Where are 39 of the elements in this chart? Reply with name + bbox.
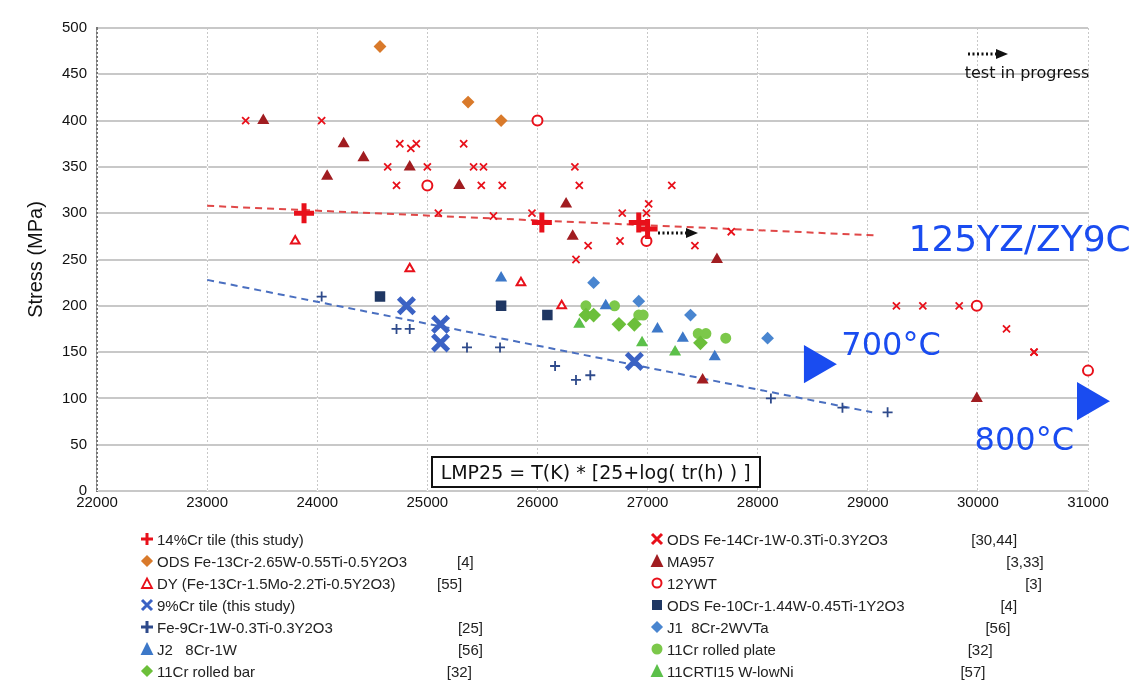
y-tick-label: 250 <box>62 249 88 267</box>
y-tick-label: 150 <box>62 342 88 360</box>
legend-label: ODS Fe-10Cr-1.44W-0.45Ti-1Y2O3 [4] <box>667 596 1018 614</box>
legend-label: J2 8Cr-1W [56] <box>157 640 483 658</box>
annotation: 125YZ/ZY9C <box>908 217 1131 259</box>
legend-label: Fe-9Cr-1W-0.3Ti-0.3Y2O3 [25] <box>157 618 483 636</box>
y-tick-label: 300 <box>62 203 88 221</box>
y-tick-label: 500 <box>62 18 88 36</box>
y-tick-label: 400 <box>62 110 88 128</box>
x-tick-label: 27000 <box>626 493 669 511</box>
y-tick-label: 50 <box>70 434 88 452</box>
legend-label: MA957 [3,33] <box>667 552 1044 570</box>
annotation: 700°C <box>841 325 941 364</box>
y-tick-label: 200 <box>62 295 88 313</box>
x-tick-label: 29000 <box>846 493 889 511</box>
legend-label: 11CRTI15 W-lowNi [57] <box>667 662 986 680</box>
y-tick-label: 100 <box>62 388 88 406</box>
y-tick-label: 450 <box>62 64 88 82</box>
x-tick-label: 23000 <box>186 493 228 511</box>
legend-label: 9%Cr tile (this study) <box>157 596 296 614</box>
legend-label: 12YWT [3] <box>667 574 1042 592</box>
annotation: test in progress <box>964 62 1090 82</box>
x-tick-label: 30000 <box>957 493 999 511</box>
y-axis-title: Stress (MPa) <box>23 201 46 318</box>
legend-label: ODS Fe-14Cr-1W-0.3Ti-0.3Y2O3 [30,44] <box>667 530 1018 548</box>
x-tick-label: 25000 <box>406 493 449 511</box>
legend-label: 14%Cr tile (this study) <box>157 530 304 548</box>
x-tick-label: 24000 <box>296 493 339 511</box>
legend-label: 11Cr rolled plate [32] <box>667 640 993 658</box>
x-tick-label: 26000 <box>516 493 559 511</box>
annotation: 800°C <box>974 419 1074 458</box>
legend-label: 11Cr rolled bar [32] <box>157 662 472 680</box>
x-tick-label: 31000 <box>1067 493 1109 511</box>
annotation: LMP25 = T(K) * [25+log( tr(h) ) ] <box>430 455 761 488</box>
x-tick-label: 28000 <box>736 493 779 511</box>
legend-label: DY (Fe-13Cr-1.5Mo-2.2Ti-0.5Y2O3) [55] <box>157 574 463 592</box>
y-tick-label: 350 <box>62 157 88 175</box>
legend-label: J1 8Cr-2WVTa [56] <box>667 618 1011 636</box>
legend-label: ODS Fe-13Cr-2.65W-0.55Ti-0.5Y2O3 [4] <box>157 552 474 570</box>
